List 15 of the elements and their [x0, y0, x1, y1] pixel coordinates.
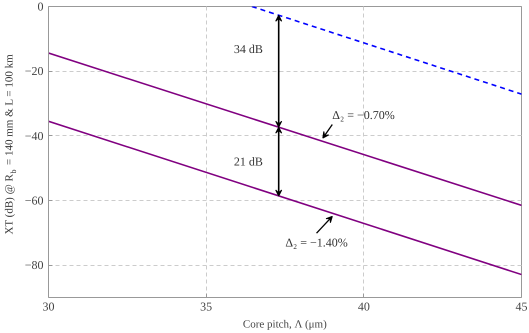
y-axis-title: XT (dB) @ Rb = 140 mm & L = 100 km	[4, 54, 18, 235]
x-tick-label: 40	[358, 300, 370, 314]
y-tick-label: −60	[24, 194, 44, 208]
y-tick-label: −40	[24, 128, 44, 143]
annotation: 21 dB	[234, 154, 263, 169]
x-tick-label: 35	[200, 300, 212, 314]
y-tick-label: 0	[38, 0, 44, 14]
x-tick-label: 30	[42, 300, 54, 314]
annotation: Δ₂ = −0.70%	[332, 108, 395, 122]
annotation: 34 dB	[234, 42, 263, 56]
annotation: Δ₂ = −1.40%	[285, 236, 348, 250]
x-tick-label: 45	[516, 300, 528, 314]
y-tick-label: −20	[24, 64, 44, 78]
x-axis-title: Core pitch, Λ (μm)	[242, 318, 328, 330]
y-tick-label: −80	[24, 258, 44, 272]
